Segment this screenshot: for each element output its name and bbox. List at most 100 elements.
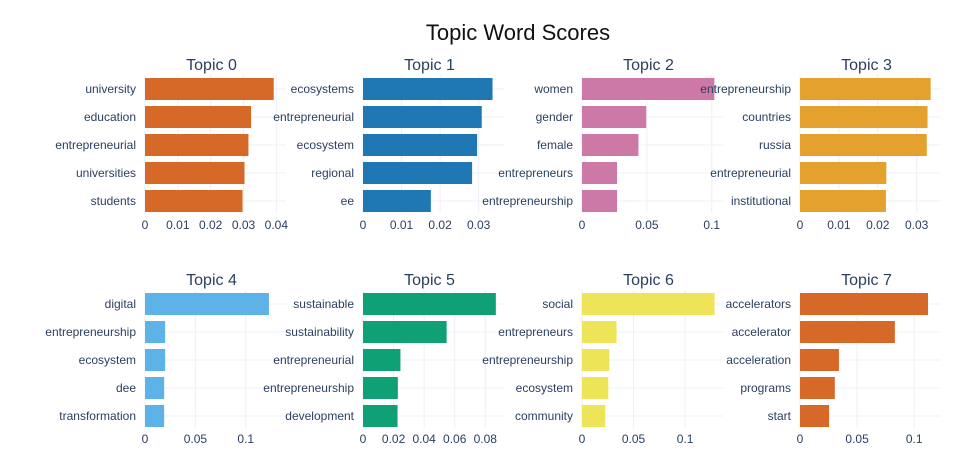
bar <box>145 405 165 427</box>
bar <box>582 405 606 427</box>
x-tick-label: 0.03 <box>467 218 491 232</box>
category-label: women <box>533 82 573 96</box>
bar <box>145 78 274 100</box>
bar <box>800 377 835 399</box>
bar <box>145 377 165 399</box>
category-label: entrepreneurship <box>45 325 136 339</box>
category-label: entrepreneurial <box>273 353 354 367</box>
category-label: entrepreneurial <box>710 166 791 180</box>
category-label: programs <box>740 381 791 395</box>
subplot-topic-2: Topic 2 0 0.05 0.1 women gender female entrepre… <box>482 57 723 232</box>
category-label: ecosystem <box>516 381 573 395</box>
subplot-title: Topic 1 <box>404 57 455 74</box>
bar <box>800 321 895 343</box>
x-tick-label: 0 <box>142 218 149 232</box>
bar <box>145 293 269 315</box>
x-tick-label: 0 <box>360 432 367 446</box>
category-label: dee <box>116 381 136 395</box>
category-label: entrepreneurship <box>482 194 573 208</box>
bar <box>582 349 610 371</box>
category-label: ecosystem <box>297 138 354 152</box>
bar <box>363 190 431 212</box>
category-label: transformation <box>59 409 136 423</box>
x-tick-label: 0.03 <box>232 218 256 232</box>
category-label: community <box>515 409 573 423</box>
bar <box>145 349 166 371</box>
x-tick-label: 0.01 <box>390 218 414 232</box>
x-tick-label: 0.04 <box>265 218 289 232</box>
bar <box>582 162 618 184</box>
bar <box>363 405 398 427</box>
category-label: start <box>768 409 792 423</box>
category-label: entrepreneurial <box>273 110 354 124</box>
category-label: russia <box>759 138 791 152</box>
x-tick-label: 0 <box>360 218 367 232</box>
x-tick-label: 0.01 <box>166 218 190 232</box>
bar <box>363 293 496 315</box>
category-label: students <box>91 194 136 208</box>
x-tick-label: 0.06 <box>443 432 467 446</box>
category-label: entrepreneurs <box>498 166 573 180</box>
subplot-title: Topic 2 <box>623 57 674 74</box>
category-label: development <box>285 409 354 423</box>
x-tick-label: 0.05 <box>184 432 208 446</box>
category-label: gender <box>536 110 573 124</box>
bar <box>800 349 839 371</box>
category-label: university <box>85 82 136 96</box>
bar <box>582 134 639 156</box>
subplot-title: Topic 0 <box>186 57 237 74</box>
x-tick-label: 0.1 <box>703 218 720 232</box>
subplot-topic-5: Topic 5 0 0.02 0.04 0.06 0.08 sustainable susta… <box>263 272 504 446</box>
category-label: accelerators <box>726 297 791 311</box>
subplot-topic-1: Topic 1 0 0.01 0.02 0.03 ecosystems entreprene… <box>273 57 504 232</box>
category-label: institutional <box>731 194 791 208</box>
x-tick-label: 0.1 <box>906 432 923 446</box>
bar <box>800 293 928 315</box>
chart-title: Topic Word Scores <box>426 20 610 45</box>
bar <box>582 106 647 128</box>
category-label: female <box>537 138 573 152</box>
x-tick-label: 0.01 <box>827 218 851 232</box>
bar <box>800 405 830 427</box>
bar <box>800 134 927 156</box>
category-label: entrepreneurship <box>263 381 354 395</box>
x-tick-label: 0 <box>797 218 804 232</box>
bar <box>582 293 715 315</box>
x-tick-label: 0.02 <box>428 218 452 232</box>
bar <box>363 349 401 371</box>
category-label: ee <box>341 194 355 208</box>
category-label: entrepreneurship <box>700 82 791 96</box>
bar <box>582 190 618 212</box>
subplot-topic-3: Topic 3 0 0.01 0.02 0.03 entrepreneurship coun… <box>700 57 941 232</box>
bar <box>363 78 493 100</box>
category-label: universities <box>76 166 136 180</box>
bar <box>363 377 398 399</box>
bar <box>582 321 617 343</box>
category-label: entrepreneurship <box>482 353 573 367</box>
category-label: ecosystems <box>291 82 354 96</box>
category-label: countries <box>742 110 791 124</box>
x-tick-label: 0.04 <box>412 432 436 446</box>
category-label: regional <box>311 166 354 180</box>
x-tick-label: 0.1 <box>237 432 254 446</box>
bar <box>145 106 252 128</box>
x-tick-label: 0 <box>142 432 149 446</box>
x-tick-label: 0.1 <box>677 432 694 446</box>
bar <box>363 162 473 184</box>
x-tick-label: 0.05 <box>622 432 646 446</box>
x-tick-label: 0.05 <box>635 218 659 232</box>
subplot-title: Topic 3 <box>841 57 892 74</box>
bar <box>363 134 478 156</box>
bar <box>145 134 249 156</box>
subplot-topic-7: Topic 7 0 0.05 0.1 accelerators accelerator ac… <box>726 272 941 446</box>
x-tick-label: 0.02 <box>382 432 406 446</box>
subplot-topic-0: Topic 0 0 0.01 0.02 0.03 0.04 university educat… <box>55 57 288 232</box>
bar <box>800 106 928 128</box>
bar <box>363 321 447 343</box>
subplot-title: Topic 5 <box>404 272 455 289</box>
x-tick-label: 0 <box>579 432 586 446</box>
category-label: digital <box>105 297 136 311</box>
category-label: sustainable <box>293 297 354 311</box>
